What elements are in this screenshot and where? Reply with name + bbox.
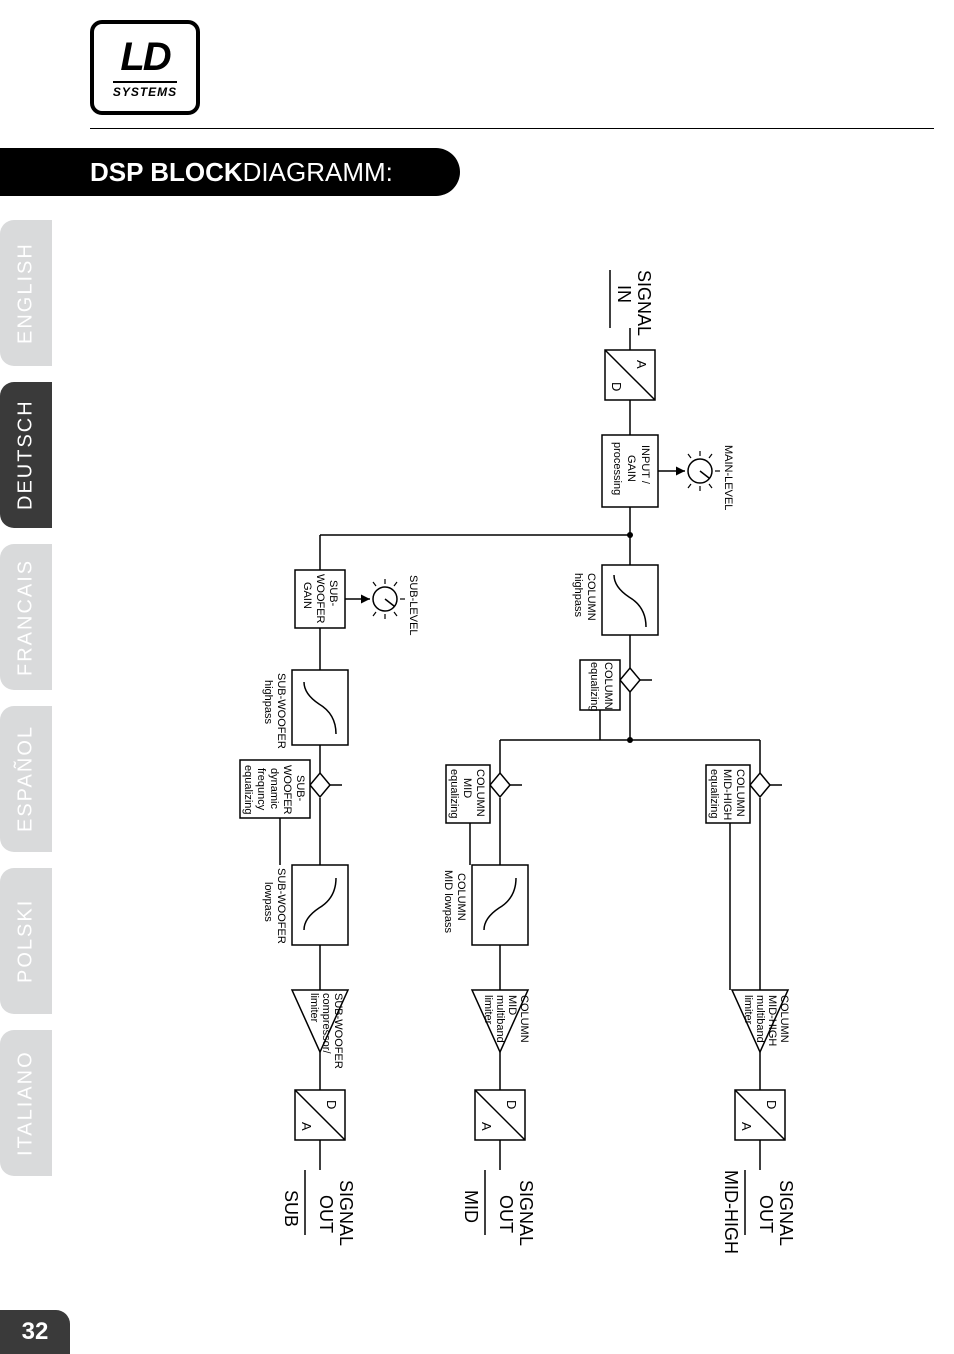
svg-text:D: D bbox=[609, 382, 624, 391]
svg-text:dynamic: dynamic bbox=[268, 768, 280, 809]
title-light: DIAGRAMM: bbox=[243, 157, 393, 188]
section-title-bar: DSP BLOCK DIAGRAMM: bbox=[0, 148, 460, 196]
svg-text:equalizing: equalizing bbox=[588, 662, 600, 712]
svg-text:GAIN: GAIN bbox=[301, 582, 313, 609]
svg-text:COLUMN: COLUMN bbox=[474, 769, 486, 817]
logo-sub-text: SYSTEMS bbox=[113, 81, 177, 99]
lang-tab-francais[interactable]: FRANCAIS bbox=[0, 544, 52, 690]
svg-text:SUB-WOOFER: SUB-WOOFER bbox=[275, 868, 287, 944]
svg-text:IN: IN bbox=[614, 285, 634, 303]
lang-tab-espanol[interactable]: ESPAÑOL bbox=[0, 706, 52, 852]
svg-text:equalizing: equalizing bbox=[242, 765, 254, 815]
svg-text:OUT: OUT bbox=[496, 1195, 516, 1233]
svg-text:COLUMN: COLUMN bbox=[602, 662, 614, 710]
svg-text:D: D bbox=[324, 1100, 339, 1109]
svg-text:compressor/: compressor/ bbox=[320, 993, 332, 1054]
svg-text:A: A bbox=[479, 1122, 494, 1131]
svg-text:SIGNAL: SIGNAL bbox=[776, 1180, 796, 1246]
svg-text:lowpass: lowpass bbox=[262, 882, 274, 922]
svg-text:equalizing: equalizing bbox=[448, 769, 460, 819]
svg-text:MID: MID bbox=[506, 995, 518, 1015]
svg-text:A: A bbox=[739, 1122, 754, 1131]
svg-text:SUB-: SUB- bbox=[294, 775, 306, 802]
lang-tab-italiano[interactable]: ITALIANO bbox=[0, 1030, 52, 1176]
brand-logo: LD SYSTEMS bbox=[90, 20, 200, 115]
header-divider bbox=[90, 128, 934, 129]
lang-tab-deutsch[interactable]: DEUTSCH bbox=[0, 382, 52, 528]
svg-text:MAIN-LEVEL: MAIN-LEVEL bbox=[722, 445, 734, 510]
svg-text:COLUMN: COLUMN bbox=[585, 573, 597, 621]
svg-text:COLUMN: COLUMN bbox=[734, 769, 746, 817]
svg-text:equalizing: equalizing bbox=[708, 769, 720, 819]
svg-text:WOOFER: WOOFER bbox=[281, 765, 293, 815]
svg-text:frequncy: frequncy bbox=[255, 768, 267, 811]
svg-text:SIGNAL: SIGNAL bbox=[516, 1180, 536, 1246]
svg-text:D: D bbox=[764, 1100, 779, 1109]
svg-text:OUT: OUT bbox=[756, 1195, 776, 1233]
svg-text:COLUMN: COLUMN bbox=[778, 995, 790, 1043]
svg-text:GAIN: GAIN bbox=[625, 455, 637, 482]
svg-text:OUT: OUT bbox=[316, 1195, 336, 1233]
logo-brand-text: LD bbox=[120, 37, 169, 77]
lang-tab-english[interactable]: ENGLISH bbox=[0, 220, 52, 366]
page-number: 32 bbox=[0, 1310, 70, 1354]
svg-text:limiter: limiter bbox=[742, 995, 754, 1025]
svg-text:MID: MID bbox=[461, 778, 473, 798]
svg-text:MID lowpass: MID lowpass bbox=[442, 870, 454, 933]
svg-text:A: A bbox=[299, 1122, 314, 1131]
svg-text:COLUMN: COLUMN bbox=[518, 995, 530, 1043]
svg-text:WOOFER: WOOFER bbox=[314, 574, 326, 624]
diagram-container: SIGNAL IN A D INPUT / GAIN processing MA… bbox=[180, 260, 880, 1260]
svg-text:MID-HIGH: MID-HIGH bbox=[721, 1170, 741, 1254]
svg-text:COLUMN: COLUMN bbox=[455, 873, 467, 921]
svg-text:SUB: SUB bbox=[281, 1190, 301, 1227]
svg-text:MID-HIGH: MID-HIGH bbox=[721, 769, 733, 820]
svg-text:limiter: limiter bbox=[308, 993, 320, 1023]
svg-text:MID-HIGH: MID-HIGH bbox=[766, 995, 778, 1046]
dsp-block-diagram: SIGNAL IN A D INPUT / GAIN processing MA… bbox=[180, 260, 880, 1260]
svg-text:SIGNAL: SIGNAL bbox=[336, 1180, 356, 1246]
svg-text:SIGNAL: SIGNAL bbox=[634, 270, 654, 336]
svg-text:SUB-WOOFER: SUB-WOOFER bbox=[332, 993, 344, 1069]
svg-text:highpass: highpass bbox=[572, 573, 584, 618]
language-tabs: ENGLISH DEUTSCH FRANCAIS ESPAÑOL POLSKI … bbox=[0, 220, 52, 1176]
svg-text:multiband: multiband bbox=[494, 995, 506, 1043]
svg-text:SUB-WOOFER: SUB-WOOFER bbox=[275, 673, 287, 749]
svg-text:SUB-: SUB- bbox=[327, 580, 339, 607]
svg-text:multiband: multiband bbox=[754, 995, 766, 1043]
svg-text:D: D bbox=[504, 1100, 519, 1109]
svg-text:SUB-LEVEL: SUB-LEVEL bbox=[407, 575, 419, 636]
title-bold: DSP BLOCK bbox=[90, 157, 243, 188]
lang-tab-polski[interactable]: POLSKI bbox=[0, 868, 52, 1014]
svg-text:highpass: highpass bbox=[262, 680, 274, 725]
svg-text:INPUT /: INPUT / bbox=[639, 445, 651, 485]
svg-text:processing: processing bbox=[611, 442, 623, 495]
svg-text:A: A bbox=[634, 360, 649, 369]
svg-text:MID: MID bbox=[461, 1190, 481, 1223]
svg-text:limiter: limiter bbox=[482, 995, 494, 1025]
